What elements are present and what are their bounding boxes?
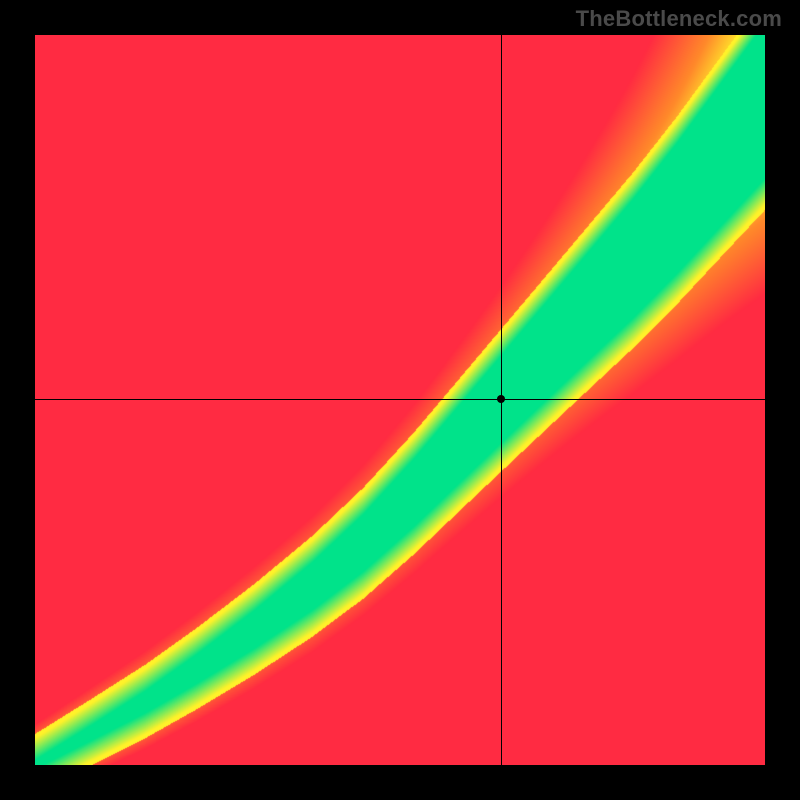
crosshair-marker xyxy=(497,395,505,403)
heatmap-canvas xyxy=(35,35,765,765)
chart-container: TheBottleneck.com xyxy=(0,0,800,800)
crosshair-horizontal xyxy=(35,399,765,400)
watermark-text: TheBottleneck.com xyxy=(576,6,782,32)
plot-area xyxy=(35,35,765,765)
